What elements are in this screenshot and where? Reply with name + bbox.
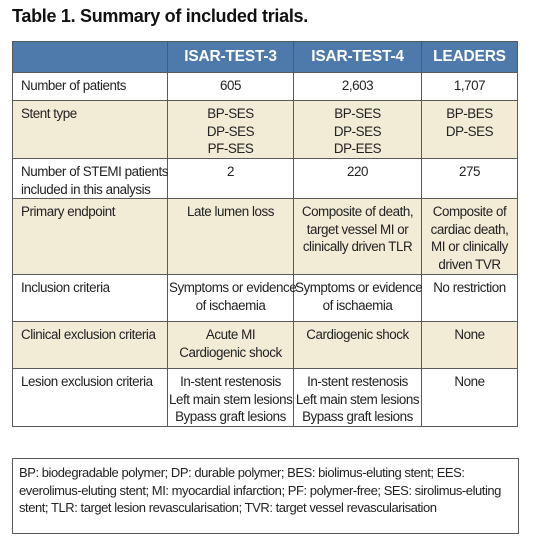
row-label-text: included in this analysis <box>21 181 151 197</box>
cell-text: BP-SES <box>334 106 381 121</box>
row-label-text: Stent type <box>21 106 77 121</box>
cell-isar-test-3: Acute MI Cardiogenic shock <box>167 321 294 369</box>
footnote-line: everolimus-eluting stent; MI: myocardial… <box>19 482 501 498</box>
row-label-text: Number of STEMI patients <box>21 164 168 179</box>
cell-text: Bypass graft lesions <box>302 409 413 424</box>
cell-text: DP-SES <box>206 123 255 139</box>
cell-text: Cardiogenic shock <box>306 327 409 342</box>
cell-text: 605 <box>220 78 241 93</box>
cell-text: BP-BES <box>446 106 493 121</box>
cell-text: cardiac death, <box>430 221 509 237</box>
header-row: ISAR-TEST-3 ISAR-TEST-4 LEADERS <box>12 41 518 73</box>
footnote-line: stent; TLR: target lesion revascularisat… <box>19 500 437 515</box>
cell-leaders: 275 <box>421 158 518 199</box>
cell-text: Symptoms or evidence <box>295 280 423 295</box>
cell-text: 2,603 <box>341 78 374 93</box>
cell-text: MI or clinically <box>431 239 508 254</box>
table-row-lesion-exclusion-criteria: Lesion exclusion criteria In-stent resten… <box>12 368 518 427</box>
header-cell-isar-test-4: ISAR-TEST-4 <box>293 41 422 73</box>
table-row-primary-endpoint: Primary endpoint Late lumen loss Composite… <box>12 198 518 275</box>
header-cell-empty <box>12 41 168 73</box>
cell-isar-test-3: Late lumen loss <box>167 198 294 275</box>
trials-table: ISAR-TEST-3 ISAR-TEST-4 LEADERS Number o… <box>12 41 518 427</box>
cell-isar-test-4: In-stent restenosis Left main stem lesion… <box>293 368 422 427</box>
row-label-cell: Number of patients <box>12 72 168 101</box>
cell-text: None <box>454 327 485 342</box>
cell-text: No restriction <box>433 280 506 295</box>
row-label-cell: Clinical exclusion criteria <box>12 321 168 369</box>
row-label-text: Primary endpoint <box>21 204 116 219</box>
cell-text: Composite of death, <box>301 204 414 219</box>
row-label-cell: Primary endpoint <box>12 198 168 275</box>
cell-text: BP-SES <box>207 106 254 121</box>
cell-text: Cardiogenic shock <box>179 344 282 360</box>
cell-isar-test-4: Cardiogenic shock <box>293 321 422 369</box>
cell-text: Acute MI <box>205 327 256 342</box>
cell-isar-test-4: BP-SES DP-SES DP-EES <box>293 100 422 159</box>
cell-text: PF-SES <box>207 141 254 156</box>
table-row-stent-type: Stent type BP-SES DP-SES PF-SES BP-SES DP-SES… <box>12 100 518 159</box>
cell-text: target vessel MI or <box>306 221 409 237</box>
cell-text: DP-SES <box>445 123 494 139</box>
table-row-clinical-exclusion-criteria: Clinical exclusion criteria Acute MI Cardi… <box>12 321 518 369</box>
cell-leaders: Composite of cardiac death, MI or clinical… <box>421 198 518 275</box>
cell-isar-test-4: 2,603 <box>293 72 422 101</box>
table-title: Table 1. Summary of included trials. <box>12 6 308 26</box>
cell-isar-test-3: Symptoms or evidence of ischaemia <box>167 274 297 322</box>
cell-isar-test-4: 220 <box>293 158 422 199</box>
cell-isar-test-3: 605 <box>167 72 294 101</box>
table-row-stemi-patients: Number of STEMI patients included in this… <box>12 158 518 199</box>
row-label-text: Lesion exclusion criteria <box>21 374 153 389</box>
cell-text: of ischaemia <box>195 297 266 313</box>
cell-text: Bypass graft lesions <box>175 409 286 424</box>
cell-text: DP-SES <box>333 123 382 139</box>
row-label-cell: Inclusion criteria <box>12 274 168 322</box>
cell-isar-test-4: Composite of death, target vessel MI or cl… <box>293 198 422 275</box>
footnote-line: BP: biodegradable polymer; DP: durable p… <box>19 465 465 480</box>
trials-table-container: ISAR-TEST-3 ISAR-TEST-4 LEADERS Number o… <box>12 41 518 427</box>
row-label-cell: Number of STEMI patients included in this… <box>12 158 168 199</box>
table-body: Number of patients 605 2,603 1,707 Stent typ… <box>12 72 518 427</box>
row-label-text: Clinical exclusion criteria <box>21 327 156 342</box>
cell-text: 2 <box>227 164 234 179</box>
cell-leaders: No restriction <box>421 274 518 322</box>
cell-isar-test-4: Symptoms or evidence of ischaemia <box>293 274 423 322</box>
row-label-text: Number of patients <box>21 78 127 93</box>
cell-text: 275 <box>459 164 480 179</box>
cell-isar-test-3: In-stent restenosis Left main stem lesion… <box>167 368 294 427</box>
cell-leaders: None <box>421 368 518 427</box>
header-cell-leaders: LEADERS <box>421 41 518 73</box>
cell-leaders: None <box>421 321 518 369</box>
cell-text: Composite of <box>432 204 507 219</box>
cell-text: In-stent restenosis <box>180 374 281 389</box>
cell-isar-test-3: 2 <box>167 158 294 199</box>
cell-text: None <box>454 374 485 389</box>
header-cell-isar-test-3: ISAR-TEST-3 <box>167 41 294 73</box>
cell-text: of ischaemia <box>322 297 393 313</box>
table-row-number-of-patients: Number of patients 605 2,603 1,707 <box>12 72 518 101</box>
cell-text: Left main stem lesions <box>295 391 420 407</box>
cell-leaders: BP-BES DP-SES <box>421 100 518 159</box>
row-label-cell: Lesion exclusion criteria <box>12 368 168 427</box>
row-label-text: Inclusion criteria <box>21 280 110 295</box>
cell-isar-test-3: BP-SES DP-SES PF-SES <box>167 100 294 159</box>
table-footnote: BP: biodegradable polymer; DP: durable p… <box>12 458 519 534</box>
cell-text: In-stent restenosis <box>307 374 408 389</box>
cell-text: Late lumen loss <box>186 204 275 219</box>
cell-text: 1,707 <box>453 78 486 93</box>
cell-text: clinically driven TLR <box>302 239 413 254</box>
row-label-cell: Stent type <box>12 100 168 159</box>
cell-text: Symptoms or evidence <box>169 280 297 295</box>
cell-text: driven TVR <box>438 256 501 272</box>
cell-leaders: 1,707 <box>421 72 518 101</box>
cell-text: DP-EES <box>333 141 382 156</box>
cell-text: Left main stem lesions <box>169 391 293 407</box>
cell-text: 220 <box>347 164 368 179</box>
table-row-inclusion-criteria: Inclusion criteria Symptoms or evidence of… <box>12 274 518 322</box>
